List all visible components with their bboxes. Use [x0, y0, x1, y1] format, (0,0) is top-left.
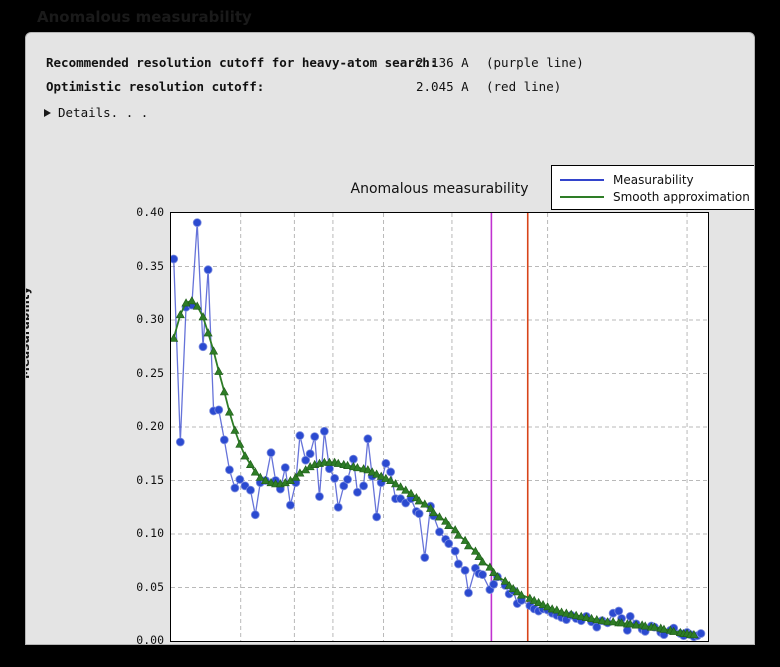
legend-swatch-smooth-approximation	[560, 195, 604, 198]
optimistic-cutoff-label: Optimistic resolution cutoff:	[46, 79, 265, 94]
chart-legend: Measurability Smooth approximation	[551, 165, 754, 210]
content-panel: Recommended resolution cutoff for heavy-…	[25, 32, 755, 645]
legend-swatch-measurability	[560, 178, 604, 181]
window-title: Anomalous measurability	[37, 8, 252, 26]
anomalous-measurability-window: Anomalous measurability Recommended reso…	[25, 4, 755, 645]
optimistic-cutoff-value: 2.045 A	[416, 79, 469, 94]
y-tick-label: 0.15	[136, 472, 164, 487]
details-label: Details. . .	[58, 105, 149, 120]
y-tick-label: 0.30	[136, 312, 164, 326]
y-tick-label: 0.40	[136, 205, 164, 219]
legend-item-smooth-approximation: Smooth approximation	[560, 188, 754, 205]
triangle-right-icon	[44, 108, 51, 117]
y-tick-label: 0.20	[136, 419, 164, 433]
recommended-cutoff-value: 2.136 A	[416, 55, 469, 70]
plot-frame	[170, 212, 709, 642]
chart-area: Anomalous measurability Measurability Re…	[26, 129, 754, 645]
plot-canvas	[171, 213, 708, 641]
y-tick-label: 0.05	[136, 579, 164, 594]
y-axis-label: Measurability	[26, 286, 32, 379]
optimistic-cutoff-note: (red line)	[486, 79, 562, 94]
legend-label-smooth-approximation: Smooth approximation	[613, 189, 750, 204]
y-tick-label: 0.00	[136, 633, 164, 645]
legend-label-measurability: Measurability	[613, 172, 694, 187]
y-tick-label: 0.35	[136, 258, 164, 273]
y-tick-label: 0.25	[136, 365, 164, 380]
details-disclosure[interactable]: Details. . .	[44, 105, 148, 120]
recommended-cutoff-note: (purple line)	[486, 55, 584, 70]
recommended-cutoff-label: Recommended resolution cutoff for heavy-…	[46, 55, 438, 70]
y-tick-label: 0.10	[136, 526, 164, 540]
legend-item-measurability: Measurability	[560, 171, 754, 188]
chart-title: Anomalous measurability	[350, 181, 529, 197]
